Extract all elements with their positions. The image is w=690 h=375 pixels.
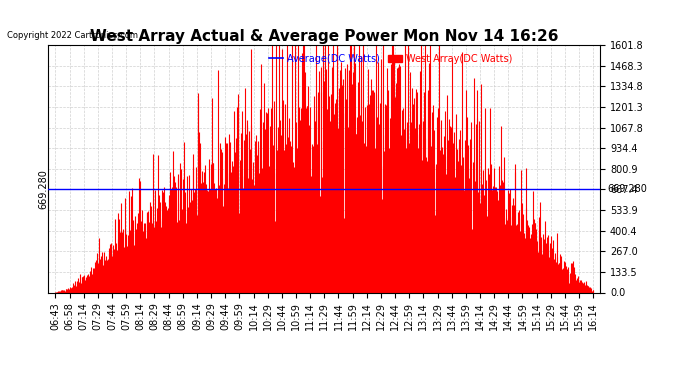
Title: West Array Actual & Average Power Mon Nov 14 16:26: West Array Actual & Average Power Mon No… — [90, 29, 558, 44]
Text: 669.280: 669.280 — [39, 169, 48, 209]
Text: Copyright 2022 Cartronics.com: Copyright 2022 Cartronics.com — [7, 30, 138, 39]
Text: 669.280: 669.280 — [607, 184, 647, 194]
Legend: Average(DC Watts), West Array(DC Watts): Average(DC Watts), West Array(DC Watts) — [265, 50, 516, 68]
